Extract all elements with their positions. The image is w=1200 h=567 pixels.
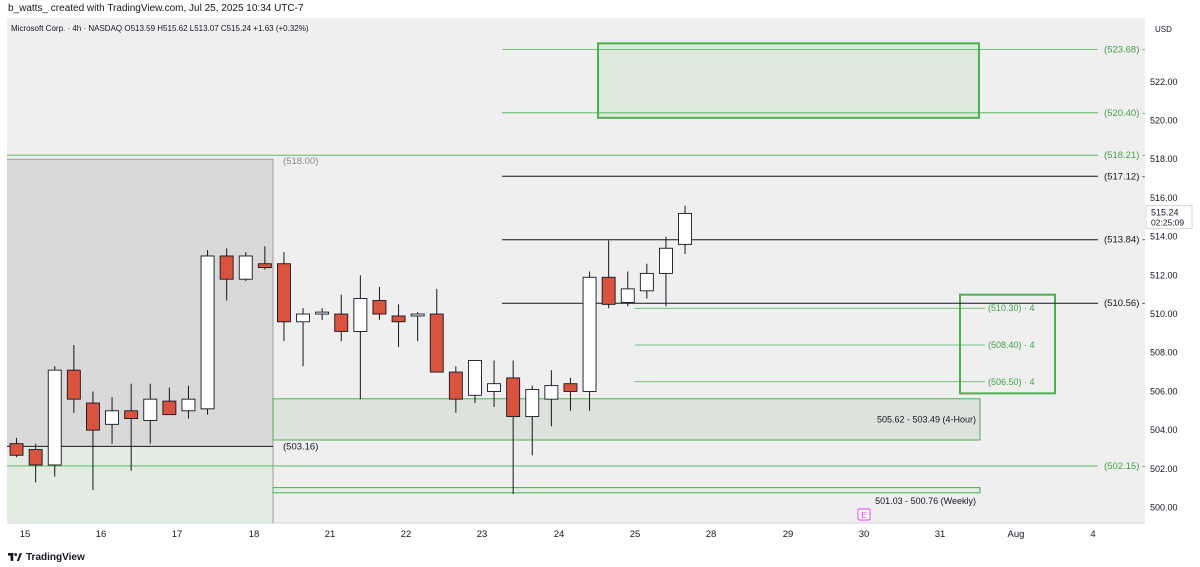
candle-body[interactable] [200, 255, 215, 410]
x-tick-label: 15 [20, 529, 31, 540]
candle-body[interactable] [105, 410, 120, 425]
last-price-badge [1145, 205, 1193, 230]
history-baseline-label: (503.16) [283, 441, 318, 452]
y-tick-label: 506.00 [1150, 386, 1178, 396]
candle-body[interactable] [639, 272, 654, 292]
x-tick-label: 16 [96, 529, 107, 540]
candle-body[interactable] [353, 298, 368, 332]
price-level-label: (523.68) - [1104, 44, 1145, 55]
y-tick-label: 504.00 [1150, 425, 1178, 435]
price-level-label: (513.84) - [1104, 235, 1145, 246]
y-tick-label: 508.00 [1150, 348, 1178, 358]
y-tick-label: 512.00 [1150, 270, 1178, 280]
candle-body[interactable] [143, 398, 158, 421]
x-tick-label: 22 [401, 529, 412, 540]
candle-body[interactable] [506, 377, 521, 418]
brand-label: TradingView [26, 551, 85, 563]
candle-body[interactable] [620, 288, 635, 303]
y-tick-label: 502.00 [1150, 464, 1178, 474]
price-level-label: (520.40) - [1104, 108, 1145, 119]
x-tick-label: 31 [935, 529, 946, 540]
candle-body[interactable] [47, 369, 62, 466]
price-level-label: (518.21) - [1104, 150, 1145, 161]
candle-body[interactable] [563, 383, 578, 392]
candle-body[interactable] [9, 443, 24, 456]
earnings-marker-icon[interactable] [857, 508, 871, 521]
candle-body[interactable] [162, 400, 177, 416]
candle-body[interactable] [334, 313, 349, 332]
x-tick-label: 29 [783, 529, 794, 540]
x-tick-label: 18 [249, 529, 260, 540]
target-level-label: (506.50) · 4 [988, 377, 1035, 387]
candle-body[interactable] [181, 398, 196, 412]
candle-body[interactable] [391, 315, 406, 323]
candle-body[interactable] [296, 313, 310, 323]
y-tick-label: 514.00 [1150, 232, 1178, 242]
candle-body[interactable] [28, 449, 43, 466]
target-level-label: (510.30) · 4 [988, 303, 1035, 313]
candle-body[interactable] [429, 313, 444, 373]
x-tick-label: 17 [172, 529, 183, 540]
candle-body[interactable] [372, 300, 387, 315]
candle-body[interactable] [659, 247, 673, 274]
x-tick-label: 30 [859, 529, 870, 540]
price-level-label: (510.56) - [1104, 298, 1145, 309]
currency-label: USD [1155, 25, 1172, 34]
bar-countdown-label: 02:25:09 [1151, 218, 1184, 228]
y-tick-label: 510.00 [1150, 309, 1178, 319]
candle-body[interactable] [448, 371, 463, 400]
y-tick-label: 516.00 [1150, 193, 1178, 203]
x-tick-label: 28 [706, 529, 717, 540]
time-axis-pane [7, 523, 1193, 545]
candle-body[interactable] [678, 212, 692, 245]
price-level-label: (502.15) - [1104, 461, 1145, 472]
x-tick-label: 25 [630, 529, 641, 540]
history-zone [7, 446, 273, 523]
candle-body[interactable] [582, 276, 597, 392]
x-tick-label: Aug [1008, 529, 1025, 540]
candle-body[interactable] [257, 263, 272, 269]
target-level-label: (508.40) · 4 [988, 340, 1035, 350]
candle-body[interactable] [238, 255, 253, 280]
target-levels-box[interactable] [959, 293, 1056, 395]
candle-body[interactable] [219, 255, 234, 280]
zone-label: 501.03 - 500.76 (Weekly) [875, 496, 976, 506]
candle-body[interactable] [487, 383, 501, 392]
y-tick-label: 518.00 [1150, 154, 1178, 164]
candle-body[interactable] [601, 276, 616, 305]
x-tick-label: 21 [325, 529, 336, 540]
zone-box[interactable] [272, 398, 981, 441]
history-box-label: (518.00) [283, 156, 318, 167]
zone-label: 505.62 - 503.49 (4-Hour) [877, 414, 976, 424]
candle-body[interactable] [525, 389, 540, 418]
y-tick-label: 520.00 [1150, 116, 1178, 126]
tradingview-brand[interactable]: TradingView [8, 549, 85, 565]
tradingview-logo-icon [8, 553, 22, 561]
chart-legend: Microsoft Corp. · 4h · NASDAQ O513.59 H5… [11, 24, 309, 33]
candle-body[interactable] [277, 263, 291, 323]
y-tick-label: 522.00 [1150, 77, 1178, 87]
candle-body[interactable] [85, 402, 100, 431]
last-price-label: 515.24 [1151, 208, 1179, 218]
chart-caption: b_watts_ created with TradingView.com, J… [8, 3, 304, 14]
price-level-label: (517.12) - [1104, 171, 1145, 182]
candle-body[interactable] [124, 410, 139, 419]
history-box [7, 159, 273, 447]
candle-body[interactable] [410, 313, 425, 317]
candle-body[interactable] [468, 360, 482, 396]
x-tick-label: 24 [554, 529, 565, 540]
x-tick-label: 23 [477, 529, 488, 540]
price-axis-pane [1145, 18, 1193, 523]
y-tick-label: 500.00 [1150, 503, 1178, 513]
target-zone-box[interactable] [597, 42, 980, 119]
zone-box[interactable] [272, 487, 981, 494]
x-tick-label: 4 [1090, 529, 1095, 540]
candle-body[interactable] [544, 385, 559, 400]
earnings-marker-label: E [861, 511, 866, 520]
candle-body[interactable] [315, 311, 330, 315]
candle-body[interactable] [66, 369, 81, 400]
